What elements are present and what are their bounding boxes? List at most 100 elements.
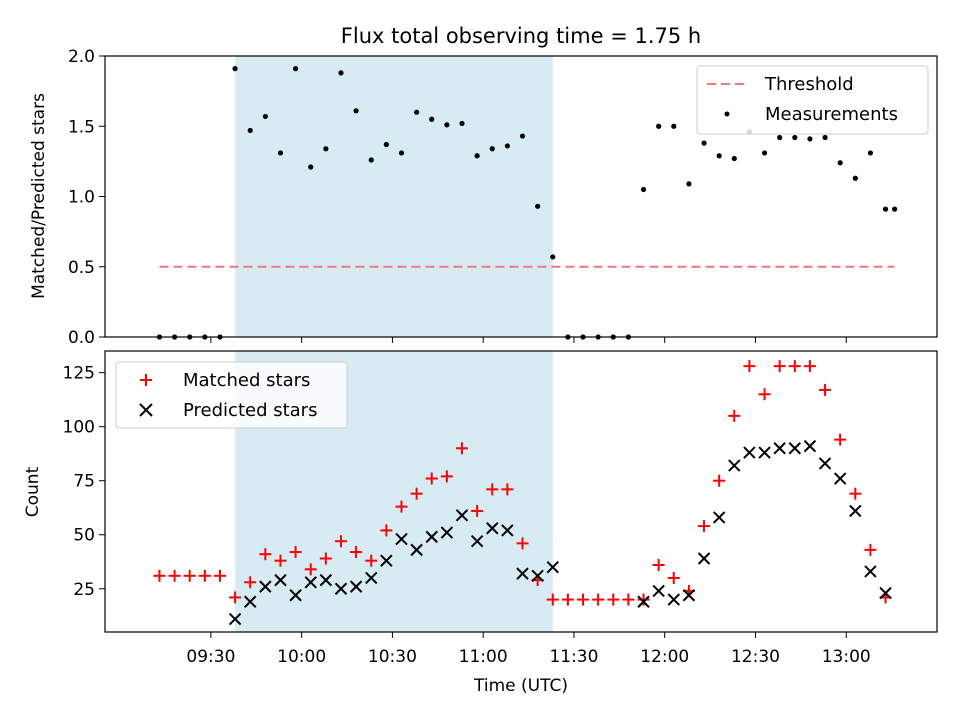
- matched-star-point: [713, 474, 726, 487]
- measurement-point: [323, 146, 329, 152]
- matched-star-point: [788, 360, 801, 373]
- bottom-y-tick-label: 50: [73, 526, 95, 546]
- measurement-point: [761, 150, 768, 156]
- measurement-point: [232, 66, 238, 72]
- predicted-star-point: [833, 472, 847, 485]
- predicted-star-point: [440, 526, 454, 539]
- bottom-axes-frame: [104, 350, 938, 633]
- top-panel: Flux total observing time = 1.75 h 0.00.…: [29, 24, 938, 348]
- matched-star-point: [577, 593, 590, 606]
- matched-star-point: [728, 409, 741, 422]
- matched-star-point: [743, 360, 756, 373]
- threshold-legend-label: Threshold: [764, 74, 854, 95]
- predicted-star-point: [803, 439, 817, 453]
- measurement-point: [414, 109, 420, 115]
- bottom-x-tick-label: 12:00: [640, 647, 689, 667]
- bottom-y-ticks: 25 50 75 100 125: [63, 364, 105, 600]
- measurement-point: [535, 203, 541, 209]
- measurement-point: [550, 254, 556, 260]
- bottom-y-tick-label: 100: [63, 418, 95, 438]
- matched-star-point: [546, 593, 559, 606]
- measurement-point: [247, 127, 253, 134]
- top-y-tick-label: 1.5: [68, 117, 95, 137]
- bottom-y-tick-label: 125: [63, 364, 95, 384]
- predicted-star-point: [531, 569, 544, 583]
- matched-star-point: [259, 548, 272, 561]
- predicted-star-point: [395, 532, 408, 546]
- matched-star-point: [864, 543, 877, 556]
- measurements-legend-label: Measurements: [765, 104, 898, 125]
- matched-star-point: [380, 524, 393, 537]
- predicted-star-point: [743, 446, 756, 459]
- matched-star-point: [410, 487, 423, 500]
- top-legend-box: [696, 65, 929, 135]
- matched-star-point: [834, 433, 847, 446]
- predicted-star-point: [864, 565, 877, 578]
- measurement-point: [731, 155, 737, 162]
- predicted-star-point: [501, 524, 514, 537]
- measurement-point: [892, 206, 898, 212]
- predicted-star-point: [818, 457, 832, 470]
- matched-stars-points: [153, 360, 892, 606]
- measurement-point: [822, 134, 828, 141]
- predicted-star-point: [682, 589, 696, 602]
- measurement-point: [882, 206, 889, 212]
- measurement-points: [156, 66, 898, 340]
- predicted-star-point: [259, 580, 272, 593]
- matched-star-point: [425, 472, 438, 485]
- matched-star-point: [819, 383, 832, 396]
- measurement-point: [429, 116, 435, 122]
- predicted-stars-points: [228, 439, 892, 626]
- predicted-legend-label: Predicted stars: [183, 400, 317, 421]
- predicted-star-point: [455, 509, 469, 522]
- top-y-ticks: 0.0 0.5 1.0 1.5 2.0: [68, 47, 105, 348]
- matched-star-point: [698, 520, 711, 533]
- predicted-star-point: [319, 573, 333, 587]
- matched-star-point: [652, 558, 665, 571]
- top-axes-frame: [104, 55, 938, 338]
- predicted-legend-swatch: [139, 403, 153, 417]
- predicted-star-point: [274, 573, 287, 587]
- matched-star-point: [758, 388, 771, 401]
- predicted-star-point: [637, 595, 650, 608]
- measurement-point: [807, 136, 813, 142]
- predicted-star-point: [652, 584, 665, 598]
- matched-star-point: [350, 546, 363, 559]
- matched-star-point: [213, 569, 226, 582]
- matched-star-point: [471, 504, 484, 517]
- bottom-x-axis-label: Time (UTC): [473, 676, 568, 696]
- top-y-tick-label: 0.5: [68, 258, 95, 278]
- measurement-point: [852, 175, 858, 181]
- predicted-star-point: [365, 571, 378, 585]
- predicted-star-point: [788, 442, 802, 455]
- matched-star-point: [501, 483, 514, 496]
- predicted-star-point: [289, 589, 302, 602]
- measurement-point: [368, 157, 374, 163]
- measurement-point: [867, 150, 874, 156]
- predicted-star-point: [758, 446, 771, 459]
- predicted-star-point: [244, 595, 257, 608]
- top-highlight-span: [235, 56, 553, 337]
- bottom-x-tick-label: 12:30: [731, 647, 780, 667]
- bottom-x-ticks: 09:30 10:00 10:30 11:00 11:30 12:00 12:30 13:00: [186, 632, 871, 667]
- predicted-star-point: [773, 442, 786, 455]
- measurement-point: [519, 133, 526, 139]
- predicted-star-point: [349, 580, 363, 593]
- matched-star-point: [365, 554, 378, 567]
- measurement-point: [686, 181, 692, 187]
- measurement-point: [383, 141, 389, 148]
- bottom-legend-box: [115, 361, 348, 429]
- matched-star-point: [667, 571, 680, 584]
- matched-star-point: [395, 500, 408, 513]
- measurement-point: [701, 140, 707, 146]
- measurement-point: [338, 70, 344, 76]
- measurement-point: [504, 143, 510, 149]
- matched-star-point: [198, 569, 211, 582]
- measurement-point: [308, 164, 314, 170]
- measurement-point: [489, 146, 495, 152]
- measurement-point: [293, 66, 299, 72]
- predicted-star-point: [334, 582, 348, 595]
- measurement-point: [777, 134, 783, 141]
- matched-star-point: [849, 487, 862, 500]
